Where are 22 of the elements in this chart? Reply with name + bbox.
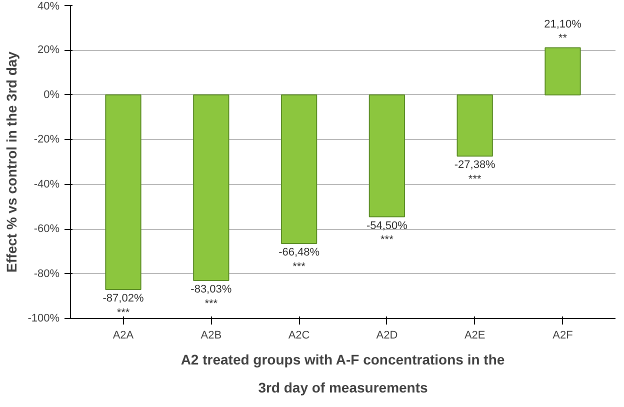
y-tick-label: -80% xyxy=(34,268,60,280)
data-label: -54,50% *** xyxy=(366,220,408,246)
x-axis-title: A2 treated groups with A-F concentrations in the 3rd day of measurements xyxy=(180,352,505,396)
x-tick-label: A2F xyxy=(552,330,574,342)
data-label: -83,03% *** xyxy=(190,284,232,310)
y-tick-label: 40% xyxy=(37,0,60,12)
y-tick-label: 0% xyxy=(44,88,60,101)
data-label: -27,38% *** xyxy=(454,159,496,186)
y-tick-label: -60% xyxy=(34,223,60,236)
x-tick-label: A2D xyxy=(376,330,398,342)
x-tick-label: A2C xyxy=(288,330,310,342)
y-tick-label: -100% xyxy=(28,312,60,324)
data-label: -66,48% *** xyxy=(278,246,320,273)
y-tick-label: -40% xyxy=(34,178,60,190)
y-axis-title: Effect % vs control in the 3rd day xyxy=(4,51,20,272)
x-tick-label: A2B xyxy=(200,330,222,342)
y-tick-label: -20% xyxy=(34,134,60,146)
y-tick-label: 20% xyxy=(37,44,60,56)
data-label: -87,02% *** xyxy=(102,292,144,319)
x-tick-label: A2E xyxy=(464,330,486,342)
x-tick-label: A2A xyxy=(112,330,134,342)
data-label: 21,10% ** xyxy=(544,18,582,45)
